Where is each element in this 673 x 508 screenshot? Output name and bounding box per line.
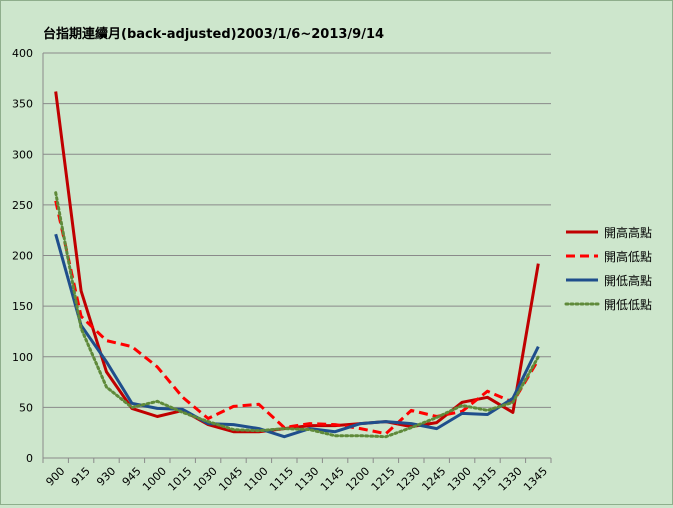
- legend-label: 開低低點: [604, 298, 652, 312]
- y-tick-label: 300: [12, 148, 33, 161]
- x-tick-label: 1330: [496, 465, 525, 494]
- x-tick-label: 1215: [369, 465, 398, 494]
- x-tick-label: 1315: [470, 465, 499, 494]
- y-tick-label: 150: [12, 300, 33, 313]
- series-line: [54, 191, 540, 439]
- y-tick-label: 100: [12, 351, 33, 364]
- x-tick-label: 1100: [242, 465, 271, 494]
- x-tick-label: 1015: [165, 465, 194, 494]
- x-tick-label: 915: [69, 465, 93, 489]
- x-tick-label: 1345: [521, 465, 550, 494]
- x-tick-label: 1300: [445, 465, 474, 494]
- x-tick-label: 1230: [394, 465, 423, 494]
- x-tick-label: 1045: [216, 465, 245, 494]
- x-tick-label: 930: [94, 465, 118, 489]
- chart-title: 台指期連續月(back-adjusted)2003/1/6~2013/9/14: [43, 27, 385, 42]
- series-line: [54, 200, 540, 436]
- x-tick-label: 1130: [292, 465, 321, 494]
- legend-label: 開高高點: [604, 225, 652, 240]
- y-tick-label: 0: [26, 452, 33, 465]
- y-tick-label: 400: [12, 47, 33, 60]
- legend-label: 開低高點: [604, 273, 652, 288]
- legend-label: 開高低點: [604, 249, 652, 264]
- x-tick-label: 1000: [140, 465, 169, 494]
- y-tick-label: 50: [19, 401, 33, 414]
- y-tick-label: 200: [12, 250, 33, 263]
- x-tick-label: 1145: [318, 465, 347, 494]
- x-tick-label: 1115: [267, 465, 296, 494]
- x-tick-label: 900: [43, 465, 67, 489]
- x-tick-label: 1030: [191, 465, 220, 494]
- y-tick-label: 350: [12, 98, 33, 111]
- x-tick-label: 1245: [419, 465, 448, 494]
- x-tick-label: 1200: [343, 465, 372, 494]
- series-line: [54, 233, 540, 439]
- y-tick-label: 250: [12, 199, 33, 212]
